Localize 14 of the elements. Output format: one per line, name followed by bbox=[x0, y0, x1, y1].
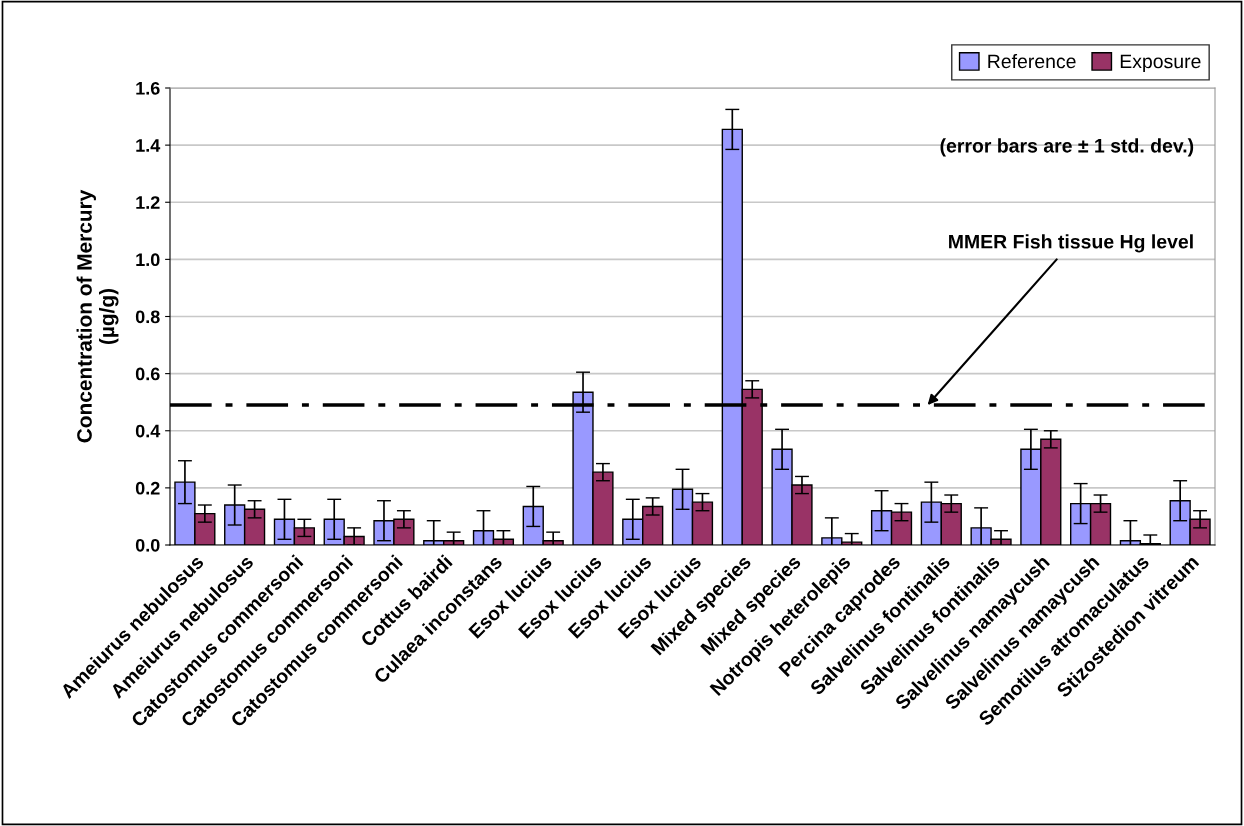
y-tick-label: 0.4 bbox=[135, 424, 161, 438]
legend-label: Exposure bbox=[1120, 54, 1201, 73]
annotation: (error bars are ± 1 std. dev.) bbox=[940, 138, 1194, 157]
y-tick-label: 0.2 bbox=[135, 481, 160, 495]
y-tick-label: 0.8 bbox=[135, 310, 160, 324]
y-axis-title: Concentration of Mercury (µg/g) bbox=[76, 189, 119, 443]
legend-label: Reference bbox=[988, 54, 1076, 69]
y-tick-label: 0.6 bbox=[135, 367, 160, 381]
y-tick-label: 0.0 bbox=[135, 538, 160, 552]
y-tick-label: 1.4 bbox=[136, 139, 161, 152]
y-tick-label: 1.2 bbox=[136, 196, 160, 209]
ref-line-label: MMER Fish tissue Hg level bbox=[949, 234, 1193, 253]
y-tick-label: 1.6 bbox=[136, 81, 160, 95]
y-tick-label: 1.0 bbox=[136, 253, 160, 267]
